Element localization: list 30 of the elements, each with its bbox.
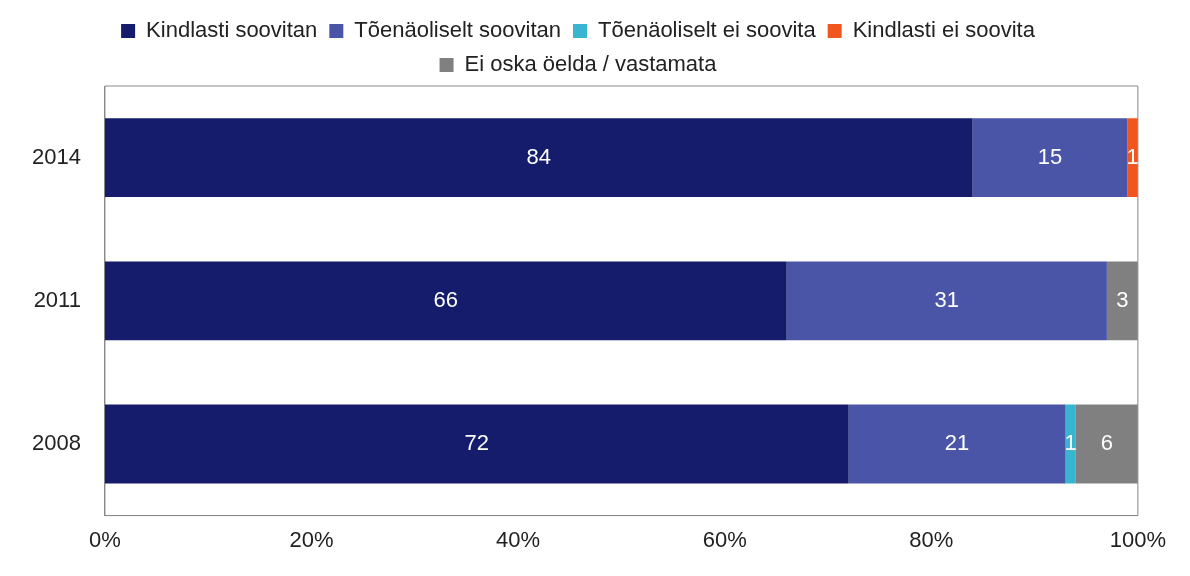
legend-label: Tõenäoliselt ei soovita bbox=[598, 17, 817, 43]
data-label: 21 bbox=[944, 430, 970, 456]
data-label: 72 bbox=[464, 430, 490, 456]
bar bbox=[786, 261, 1107, 341]
legend-label: Kindlasti soovitan bbox=[146, 17, 318, 43]
x-tick-label: 40% bbox=[496, 526, 541, 552]
legend-label: Kindlasti ei soovita bbox=[852, 17, 1036, 43]
y-tick-label: 2008 bbox=[31, 430, 81, 456]
y-tick-label: 2011 bbox=[33, 286, 81, 312]
bar bbox=[104, 118, 973, 197]
data-label: 66 bbox=[433, 286, 459, 312]
bar bbox=[104, 404, 849, 484]
data-label: 3 bbox=[1116, 286, 1129, 312]
data-label: 15 bbox=[1037, 143, 1063, 169]
data-label: 84 bbox=[526, 143, 552, 169]
data-label: 6 bbox=[1100, 430, 1113, 456]
x-tick-label: 80% bbox=[909, 526, 954, 552]
legend-label: Tõenäoliselt soovitan bbox=[354, 17, 562, 43]
data-label: 1 bbox=[1126, 143, 1139, 169]
bar bbox=[972, 118, 1128, 197]
x-tick-label: 20% bbox=[289, 526, 334, 552]
x-tick-label: 60% bbox=[702, 526, 747, 552]
data-label: 31 bbox=[934, 286, 960, 312]
bar bbox=[848, 404, 1066, 484]
bar bbox=[104, 261, 787, 341]
x-tick-label: 0% bbox=[89, 526, 121, 552]
x-tick-label: 100% bbox=[1109, 526, 1167, 552]
y-tick-label: 2014 bbox=[31, 143, 81, 169]
data-label: 1 bbox=[1064, 430, 1077, 456]
legend-label: Ei oska öelda / vastamata bbox=[464, 51, 718, 77]
